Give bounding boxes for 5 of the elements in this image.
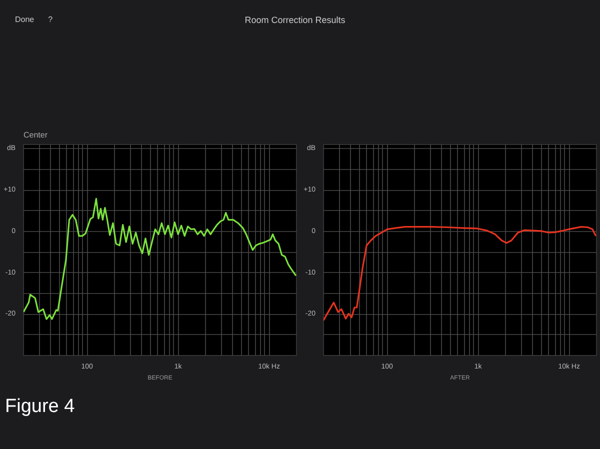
text: ? <box>48 15 53 24</box>
text: Done <box>15 15 34 24</box>
chart-title: Room Correction Results <box>244 14 346 27</box>
chart-subtitle: Center <box>24 130 48 140</box>
caption: Figure 4 <box>5 395 75 419</box>
